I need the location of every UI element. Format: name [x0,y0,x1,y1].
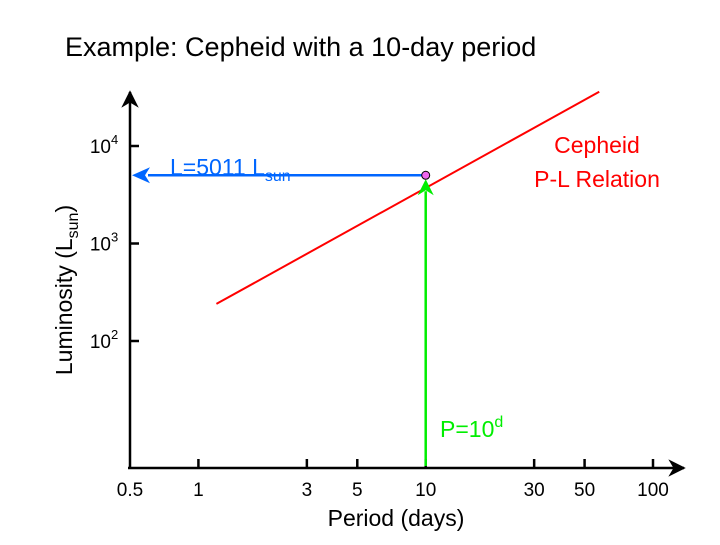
y-tick-exponent: 2 [111,327,118,342]
highlight-point [421,170,431,180]
x-tick-label: 5 [352,480,363,501]
x-tick-label: 1 [193,480,204,501]
luminosity-arrowhead [132,167,150,184]
y-tick-exponent: 3 [111,230,118,245]
y-axis-label-main: Luminosity (L [51,238,77,375]
series-group [215,90,600,305]
y-tick-exponent: 4 [111,132,118,147]
y-tick-base: 10 [90,332,111,353]
period-annotation-sup: d [494,414,503,431]
x-ticks: 0.5 1 3 5 10 30 50 100 [117,459,669,501]
axes [121,90,686,477]
x-tick-label: 3 [302,480,313,501]
series-label-line-1: Cepheid [554,132,640,158]
period-arrowhead [417,179,434,196]
y-axis-label: Luminosity (Lsun) [51,205,82,375]
y-tick-label: 102 [90,327,118,353]
y-tick-label: 103 [90,230,118,256]
series-label-line-2: P-L Relation [534,166,660,192]
period-annotation-label: P=10d [440,414,503,442]
y-tick-base: 10 [90,137,111,158]
x-tick-label: 10 [415,480,436,501]
y-axis-label-end: ) [51,205,77,213]
chart-title: Example: Cepheid with a 10-day period [65,32,536,62]
luminosity-annotation-label: L=5011 Lsun [170,154,291,185]
x-tick-label: 100 [637,480,669,501]
y-tick-base: 10 [90,235,111,256]
x-tick-label: 30 [524,480,545,501]
luminosity-annotation-main: L=5011 L [170,154,265,180]
x-tick-label: 0.5 [117,480,143,501]
x-axis-label: Period (days) [328,505,465,531]
x-tick-label: 50 [574,480,595,501]
annotations [132,167,434,466]
period-annotation-main: P=10 [440,416,494,442]
series-line-pl-relation [215,90,600,305]
y-axis-label-sub: sun [65,213,82,239]
y-tick-label: 104 [90,132,118,158]
luminosity-annotation-sub: sun [265,168,291,185]
